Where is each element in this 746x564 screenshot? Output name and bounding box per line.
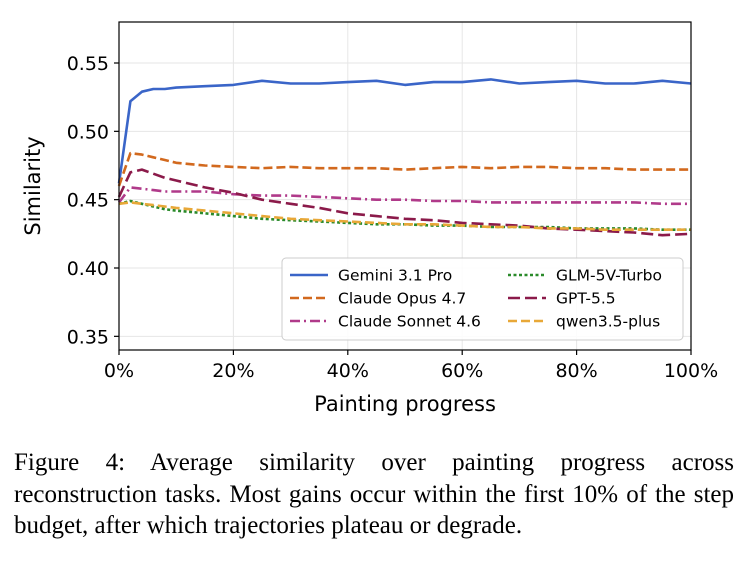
plot-frame xyxy=(118,21,692,351)
x-axis-label: Painting progress xyxy=(314,392,496,416)
legend-label: qwen3.5-plus xyxy=(556,313,660,331)
y-tick-label: 0.35 xyxy=(67,326,109,348)
axes xyxy=(114,21,692,355)
series-line xyxy=(118,201,691,231)
x-tick-label: 40% xyxy=(327,360,369,382)
figure-caption: Figure 4: Average similarity over painti… xyxy=(14,449,734,539)
y-tick-label: 0.40 xyxy=(67,258,109,280)
series-line xyxy=(117,78,692,184)
legend: Gemini 3.1 Pro Claude Opus 4.7 Claude Sonn… xyxy=(281,257,684,341)
legend-box xyxy=(281,257,684,341)
x-tick-label: 60% xyxy=(441,360,483,382)
y-tick-label: 0.55 xyxy=(67,53,109,75)
legend-label: Claude Opus 4.7 xyxy=(338,290,466,308)
series-line xyxy=(117,168,692,237)
tick-labels: 0% 20% 40% 60% 80% 100% 0.35 0.40 0.45 0.50 0.55 xyxy=(67,53,718,382)
similarity-line-chart: 0% 20% 40% 60% 80% 100% 0.35 0.40 0.45 0.50 0.55 P… xyxy=(21,21,718,416)
series-line xyxy=(117,186,691,206)
x-tick-label: 80% xyxy=(555,360,597,382)
y-axis-label: Similarity xyxy=(21,136,45,235)
x-tick-label: 0% xyxy=(104,360,134,382)
x-tick-label: 20% xyxy=(212,360,254,382)
legend-label: Claude Sonnet 4.6 xyxy=(338,313,481,331)
legend-label: GPT-5.5 xyxy=(556,290,616,308)
y-tick-label: 0.45 xyxy=(67,190,109,212)
legend-label: Gemini 3.1 Pro xyxy=(338,267,452,285)
y-tick-label: 0.50 xyxy=(67,121,109,143)
series-lines xyxy=(117,78,692,237)
series-line xyxy=(117,151,691,187)
legend-label: GLM-5V-Turbo xyxy=(556,267,662,285)
x-tick-label: 100% xyxy=(664,360,718,382)
